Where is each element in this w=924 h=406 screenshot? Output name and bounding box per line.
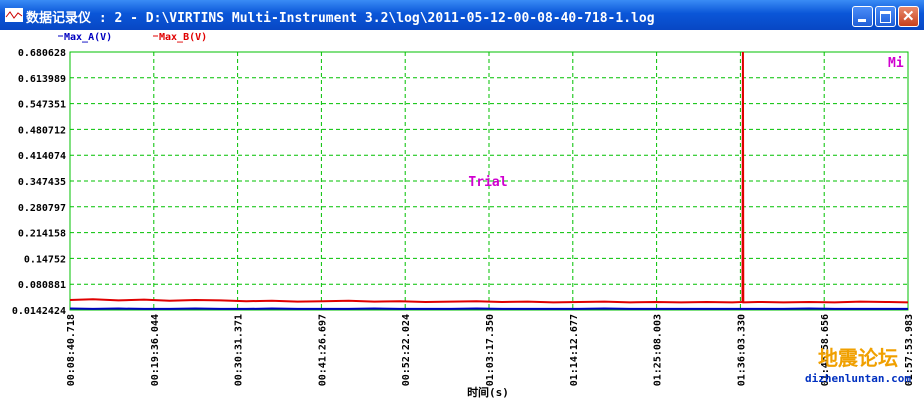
y-tick-label: 0.680628 [18, 48, 66, 59]
title-bar: 数据记录仪 : 2 - D:\VIRTINS Multi-Instrument … [0, 0, 924, 30]
close-button[interactable]: ✕ [898, 6, 919, 27]
watermark: 地震论坛 [818, 346, 898, 370]
x-axis-label: 时间(s) [467, 385, 509, 399]
y-tick-label: 0.14752 [24, 254, 66, 265]
watermark: dizhenluntan.com [805, 372, 911, 385]
y-tick-label: 0.214158 [18, 229, 66, 240]
minimize-button[interactable] [852, 6, 873, 27]
y-tick-label: 0.547351 [18, 100, 66, 111]
x-tick-label: 00:19:36.044 [150, 314, 161, 386]
x-tick-label: 01:03:17.350 [485, 314, 496, 386]
x-tick-label: 01:46:58.656 [820, 314, 831, 386]
y-tick-label: 0.080881 [18, 280, 66, 291]
x-tick-label: 01:14:12.677 [569, 314, 580, 386]
y-tick-label: 0.347435 [18, 177, 66, 188]
y-tick-label: 0.414074 [18, 151, 66, 162]
window-title: 数据记录仪 : 2 - D:\VIRTINS Multi-Instrument … [26, 11, 655, 26]
x-tick-label: 00:41:26.697 [317, 314, 328, 386]
x-tick-label: 01:36:03.330 [736, 314, 747, 386]
chart: 0.0142424 0.080881 0.14752 0.214158 0.280797… [12, 32, 915, 399]
annotation: Mi [888, 56, 904, 71]
x-tick-label: 00:30:31.371 [234, 314, 245, 386]
app-icon [5, 8, 23, 22]
y-tick-label: 0.480712 [18, 125, 66, 136]
legend-label: Max_B(V) [159, 32, 207, 43]
y-tick-label: 0.280797 [18, 203, 66, 214]
legend-label: Max_A(V) [64, 32, 112, 43]
y-tick-label: 0.0142424 [12, 306, 66, 317]
x-tick-label: 00:52:22.024 [401, 314, 412, 386]
x-tick-label: 01:25:08.003 [653, 314, 664, 386]
annotation: Trial [468, 175, 507, 190]
data-line [69, 51, 909, 304]
x-tick-label: 01:57:53.983 [904, 314, 915, 386]
y-tick-label: 0.613989 [18, 74, 66, 85]
maximize-button[interactable] [875, 6, 896, 27]
x-tick-label: 00:08:40.718 [66, 314, 77, 386]
